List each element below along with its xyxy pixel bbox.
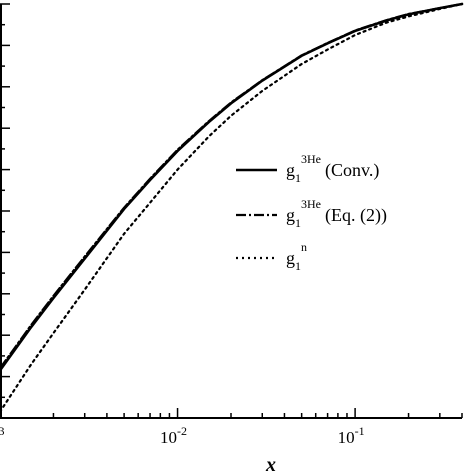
series-line-neutron (0, 2, 464, 413)
legend-label: g13He(Eq. (2)) (286, 197, 387, 230)
legend-label: g13He(Conv.) (286, 152, 379, 185)
series-line-conv (0, 2, 464, 372)
legend-label: g1n (286, 240, 307, 273)
x-tick-label: 10-3 (0, 424, 5, 447)
x-tick-label: 10-2 (160, 424, 187, 447)
x-tick-label: 10-1 (338, 424, 365, 447)
legend-entry-conv: g13He(Conv.) (236, 152, 379, 185)
legend-entry-neutron: g1n (236, 240, 307, 273)
series-line-eq2 (0, 2, 464, 370)
legend-entry-eq2: g13He(Eq. (2)) (236, 197, 387, 230)
x-axis-title: x (265, 454, 276, 474)
